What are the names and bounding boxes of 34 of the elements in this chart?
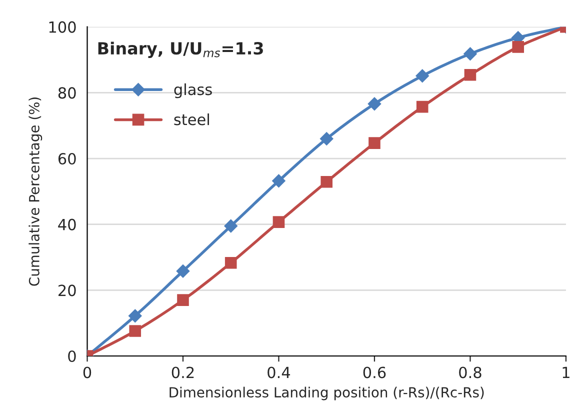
y-tick-label: 0: [68, 350, 76, 362]
point: [464, 69, 476, 81]
y-tick-label: 100: [49, 21, 76, 33]
point: [129, 325, 142, 337]
point: [176, 264, 190, 278]
point: [416, 100, 428, 113]
point: [272, 174, 286, 188]
text: Binary, U/U$_{ms}$=1.3: [98, 42, 263, 58]
point: [224, 256, 237, 269]
y-tick-label: 60: [58, 152, 76, 165]
x-tick-label: 0.4: [268, 366, 290, 378]
point: [272, 216, 285, 228]
y-tick-label: 80: [58, 87, 76, 99]
point: [177, 294, 189, 306]
point: [320, 176, 333, 188]
x-tick-label: 1: [562, 366, 570, 378]
y-tick-label: 40: [58, 218, 76, 230]
x-tick-label: 0: [83, 366, 92, 378]
legend-label: glass: [174, 83, 212, 98]
point: [368, 137, 380, 149]
point: [368, 97, 382, 110]
x-tick-label: 0.8: [459, 366, 482, 378]
x-tick-label: 0.6: [363, 366, 386, 378]
y-axis-title: Cumulative Percentage (%): [28, 97, 42, 286]
point: [512, 41, 524, 53]
legend-label: steel: [174, 113, 209, 126]
point: [416, 69, 429, 82]
y-tick-label: 20: [58, 284, 76, 296]
x-axis-title: Dimensionless Landing position (r-Rs)/(Rc-Rs): [170, 386, 484, 400]
point: [128, 309, 142, 322]
point: [320, 132, 334, 146]
point: [224, 219, 238, 233]
point: [464, 47, 477, 60]
x-tick-label: 0.2: [172, 366, 194, 378]
